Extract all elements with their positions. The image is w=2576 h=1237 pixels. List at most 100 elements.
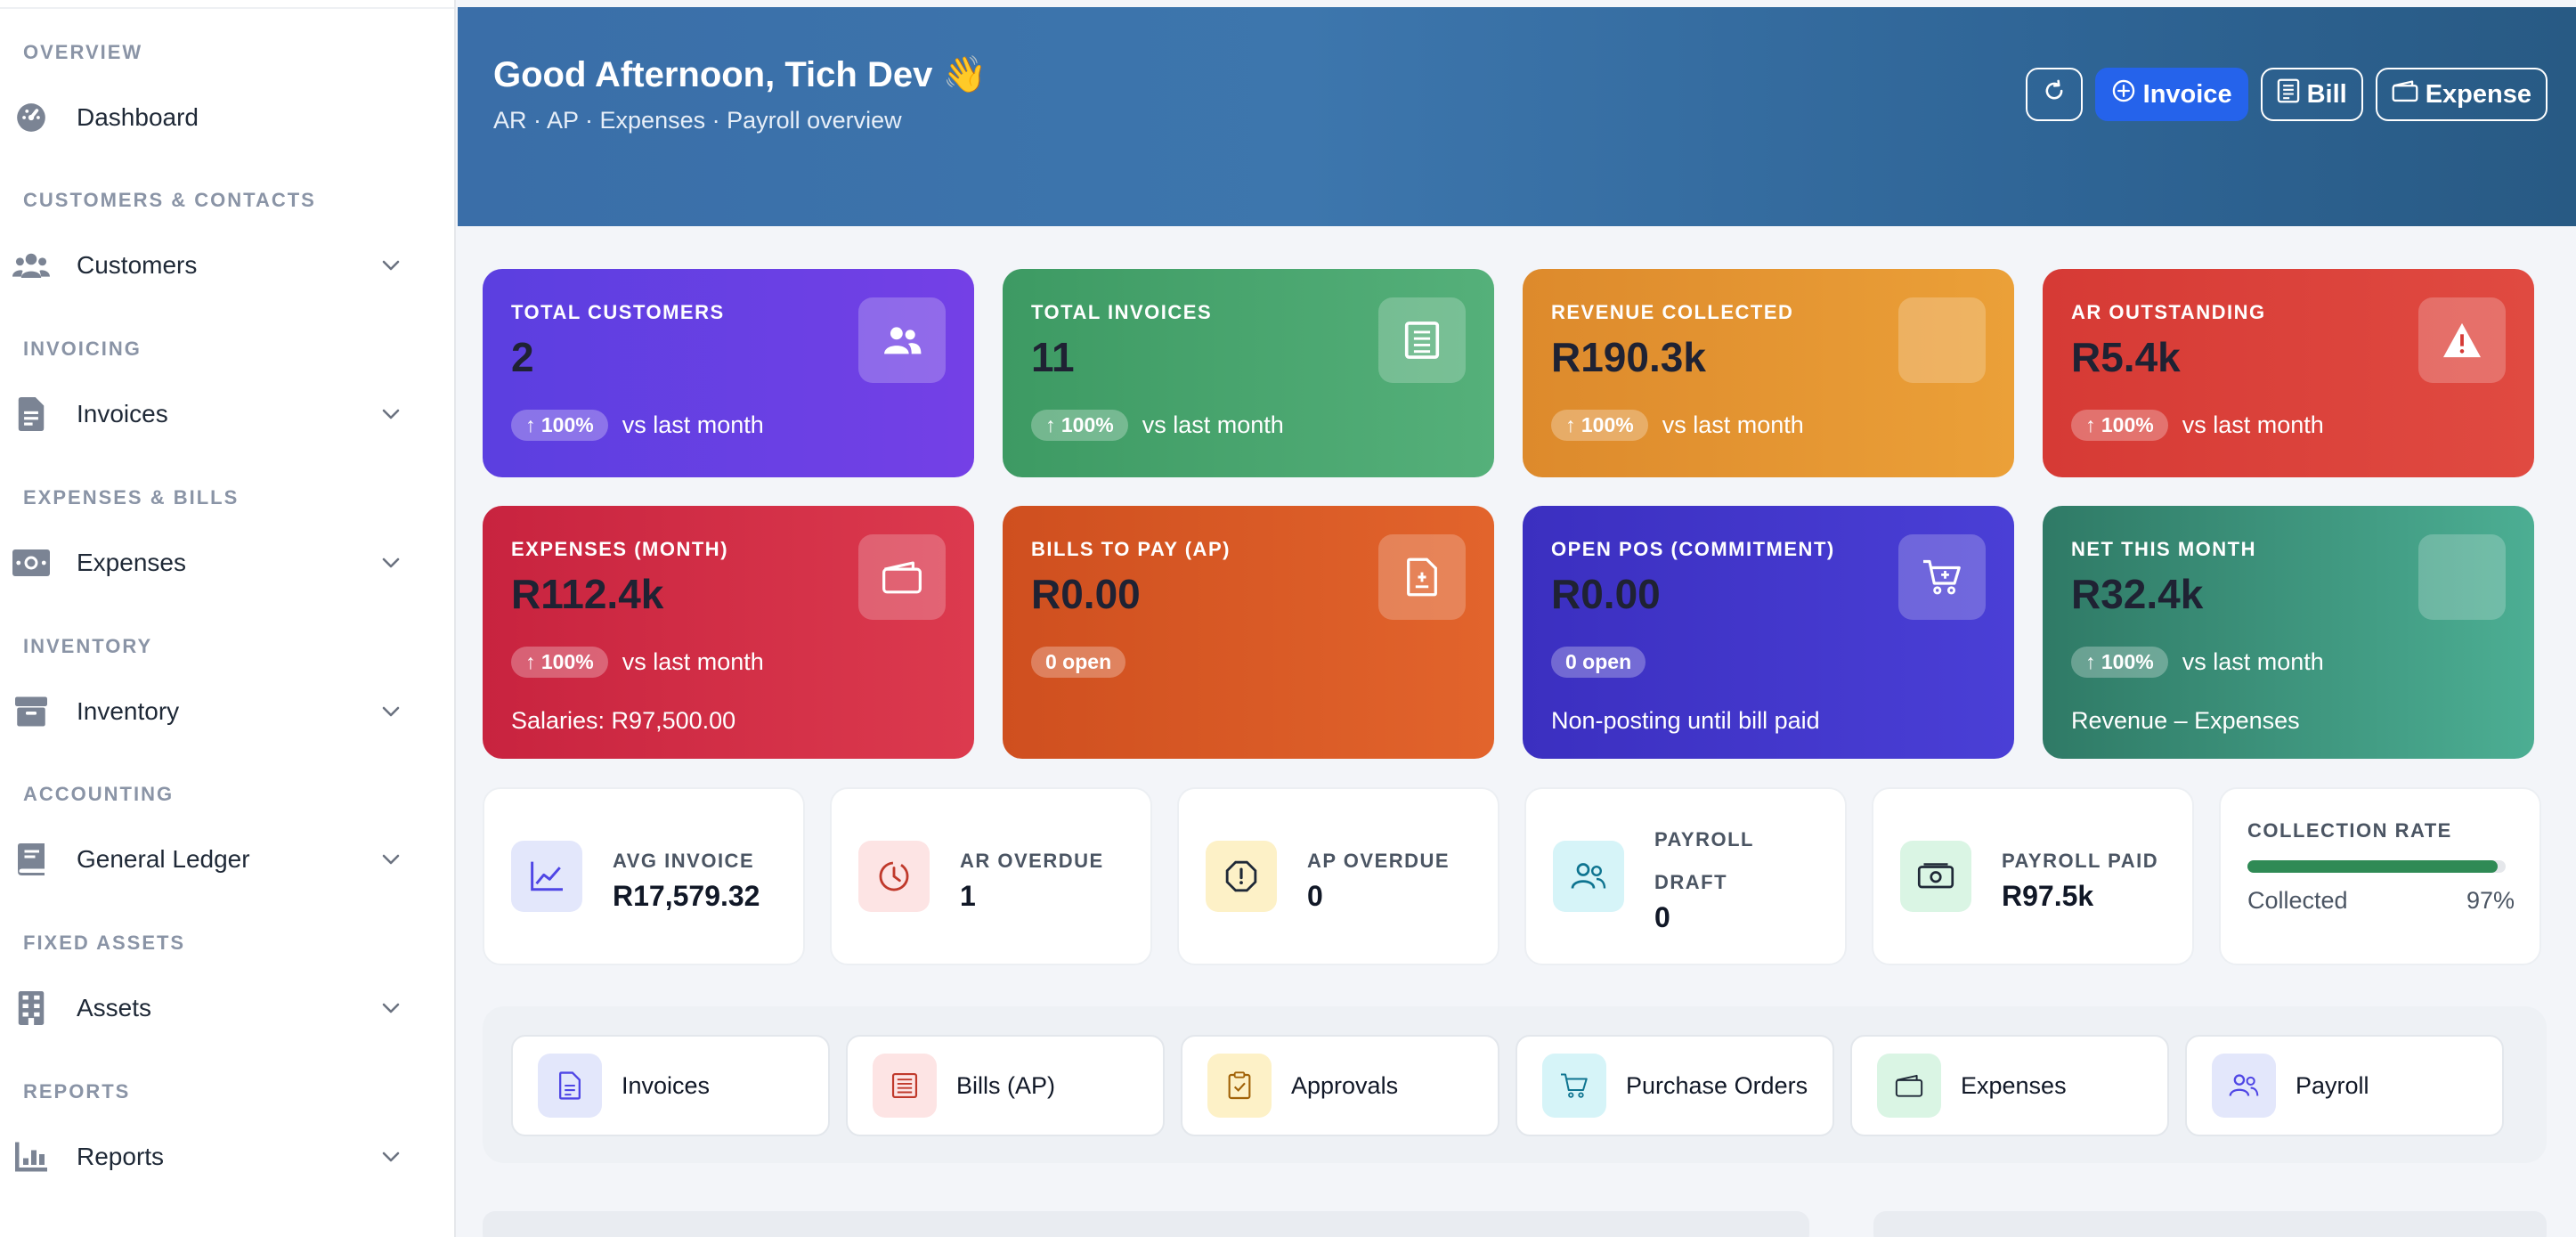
mini-stat-ap-overdue[interactable]: AP OVERDUE 0: [1177, 787, 1499, 965]
trend-badge: ↑ 100%: [511, 410, 608, 441]
quick-link-payroll[interactable]: Payroll: [2185, 1035, 2504, 1136]
stat-extra: Non-posting until bill paid: [1551, 707, 1820, 734]
quick-link-label: Expenses: [1961, 1071, 2067, 1099]
sidebar-section-reports: REPORTS: [23, 1080, 131, 1103]
sidebar-item-label: General Ledger: [77, 845, 250, 873]
users-icon: [12, 247, 50, 284]
new-bill-button[interactable]: Bill: [2260, 68, 2363, 121]
wallet-icon: [1877, 1054, 1941, 1118]
mini-stat-payroll-draft[interactable]: PAYROLL DRAFT 0: [1524, 787, 1847, 965]
collection-progress-track: [2247, 860, 2506, 873]
stat-card-expenses-month[interactable]: EXPENSES (MONTH) R112.4k ↑ 100% vs last m…: [483, 506, 974, 759]
collection-rate-label: COLLECTION RATE: [2247, 819, 2452, 842]
sidebar-item-dashboard[interactable]: Dashboard: [12, 91, 404, 144]
plus-circle-icon: [2111, 78, 2136, 110]
trend-text: vs last month: [622, 411, 764, 438]
mini-stat-value: R17,579.32: [613, 880, 760, 912]
chevron-down-icon[interactable]: [378, 549, 404, 576]
mini-stat-payroll-paid[interactable]: PAYROLL PAID R97.5k: [1872, 787, 2194, 965]
quick-link-invoices[interactable]: Invoices: [511, 1035, 830, 1136]
revenue-icon-placeholder: [1898, 297, 1986, 383]
dashboard-icon: [12, 99, 50, 136]
quick-links-panel: Invoices Bills (AP) Approvals Purchase O…: [483, 1006, 2547, 1163]
mini-stat-avg-invoice[interactable]: AVG INVOICE R17,579.32: [483, 787, 805, 965]
chevron-down-icon[interactable]: [378, 995, 404, 1021]
chevron-down-icon[interactable]: [378, 252, 404, 279]
receipt-icon: [1378, 297, 1466, 383]
quick-link-expenses[interactable]: Expenses: [1850, 1035, 2169, 1136]
quick-link-label: Payroll: [2296, 1071, 2369, 1099]
sidebar-item-expenses[interactable]: Expenses: [12, 536, 404, 590]
mini-stat-label-line2: DRAFT: [1654, 871, 1728, 893]
warning-icon: [2418, 297, 2506, 383]
sidebar-item-label: Reports: [77, 1143, 165, 1170]
receipt-list-icon: [873, 1054, 937, 1118]
new-expense-button[interactable]: Expense: [2375, 68, 2548, 121]
sidebar-top-divider: [0, 0, 454, 9]
sidebar-item-invoices[interactable]: Invoices: [12, 387, 404, 441]
stat-card-total-invoices[interactable]: TOTAL INVOICES 11 ↑ 100% vs last month: [1003, 269, 1494, 477]
stat-trend: 0 open: [1031, 647, 1126, 678]
trend-badge: ↑ 100%: [1551, 410, 1648, 441]
bottom-panel-right: [1873, 1211, 2547, 1237]
quick-link-approvals[interactable]: Approvals: [1181, 1035, 1499, 1136]
stat-value: R0.00: [1551, 571, 1661, 617]
receipt-list-icon: [2277, 78, 2300, 110]
chevron-down-icon[interactable]: [378, 846, 404, 873]
sidebar-section-overview: OVERVIEW: [23, 41, 143, 63]
refresh-icon: [2042, 78, 2067, 110]
stat-card-revenue-collected[interactable]: REVENUE COLLECTED R190.3k ↑ 100% vs last …: [1523, 269, 2014, 477]
sidebar-item-general-ledger[interactable]: General Ledger: [12, 833, 404, 886]
mini-stat-ar-overdue[interactable]: AR OVERDUE 1: [830, 787, 1152, 965]
building-icon: [12, 989, 50, 1027]
stat-label: TOTAL INVOICES: [1031, 301, 1213, 323]
mini-stat-collection-rate[interactable]: COLLECTION RATE Collected 97%: [2219, 787, 2541, 965]
trend-text: vs last month: [2182, 648, 2324, 675]
quick-link-purchase-orders[interactable]: Purchase Orders: [1516, 1035, 1834, 1136]
greeting-subtitle: AR · AP · Expenses · Payroll overview: [493, 107, 902, 134]
bottom-panel-left: [483, 1211, 1809, 1237]
sidebar-section-invoicing: INVOICING: [23, 338, 142, 360]
stat-card-net-this-month[interactable]: NET THIS MONTH R32.4k ↑ 100% vs last mont…: [2043, 506, 2534, 759]
stat-card-ar-outstanding[interactable]: AR OUTSTANDING R5.4k ↑ 100% vs last month: [2043, 269, 2534, 477]
cart-icon: [1898, 534, 1986, 620]
mini-stat-value: 0: [1307, 880, 1323, 912]
sidebar-item-customers[interactable]: Customers: [12, 239, 404, 292]
stat-card-open-pos[interactable]: OPEN POS (COMMITMENT) R0.00 0 open Non-p…: [1523, 506, 2014, 759]
new-invoice-button[interactable]: Invoice: [2094, 68, 2248, 121]
chevron-down-icon[interactable]: [378, 698, 404, 725]
collection-caption: Collected: [2247, 887, 2348, 914]
quick-link-label: Approvals: [1291, 1071, 1399, 1099]
ledger-icon: [12, 841, 50, 878]
stat-trend: 0 open: [1551, 647, 1646, 678]
document-icon: [538, 1054, 602, 1118]
header-actions: Invoice Bill Expense: [2025, 68, 2548, 121]
new-expense-label: Expense: [2425, 79, 2531, 109]
trend-text: vs last month: [1662, 411, 1804, 438]
trend-chart-icon: [511, 841, 582, 912]
stat-label: NET THIS MONTH: [2071, 538, 2256, 560]
mini-stat-label: PAYROLL PAID: [2002, 850, 2159, 872]
sidebar-item-label: Invoices: [77, 400, 168, 427]
refresh-button[interactable]: [2025, 68, 2083, 121]
sidebar-item-label: Dashboard: [77, 103, 199, 131]
invoice-icon: [12, 395, 50, 433]
sidebar-item-label: Assets: [77, 994, 152, 1021]
dashboard-header: Good Afternoon, Tich Dev 👋 AR · AP · Exp…: [458, 7, 2576, 226]
quick-link-bills-ap[interactable]: Bills (AP): [846, 1035, 1165, 1136]
stat-label: AR OUTSTANDING: [2071, 301, 2266, 323]
sidebar-item-assets[interactable]: Assets: [12, 981, 404, 1035]
chevron-down-icon[interactable]: [378, 401, 404, 427]
greeting-title: Good Afternoon, Tich Dev 👋: [493, 55, 987, 94]
stat-label: REVENUE COLLECTED: [1551, 301, 1794, 323]
new-bill-label: Bill: [2306, 79, 2347, 109]
stat-card-total-customers[interactable]: TOTAL CUSTOMERS 2 ↑ 100% vs last month: [483, 269, 974, 477]
sidebar-section-inventory: INVENTORY: [23, 635, 153, 657]
collection-progress-fill: [2247, 860, 2499, 873]
clock-icon: [858, 841, 930, 912]
sidebar-item-inventory[interactable]: Inventory: [12, 685, 404, 738]
sidebar-item-label: Inventory: [77, 697, 180, 725]
stat-card-bills-to-pay[interactable]: BILLS TO PAY (AP) R0.00 0 open: [1003, 506, 1494, 759]
chevron-down-icon[interactable]: [378, 1143, 404, 1170]
sidebar-item-reports[interactable]: Reports: [12, 1130, 404, 1184]
